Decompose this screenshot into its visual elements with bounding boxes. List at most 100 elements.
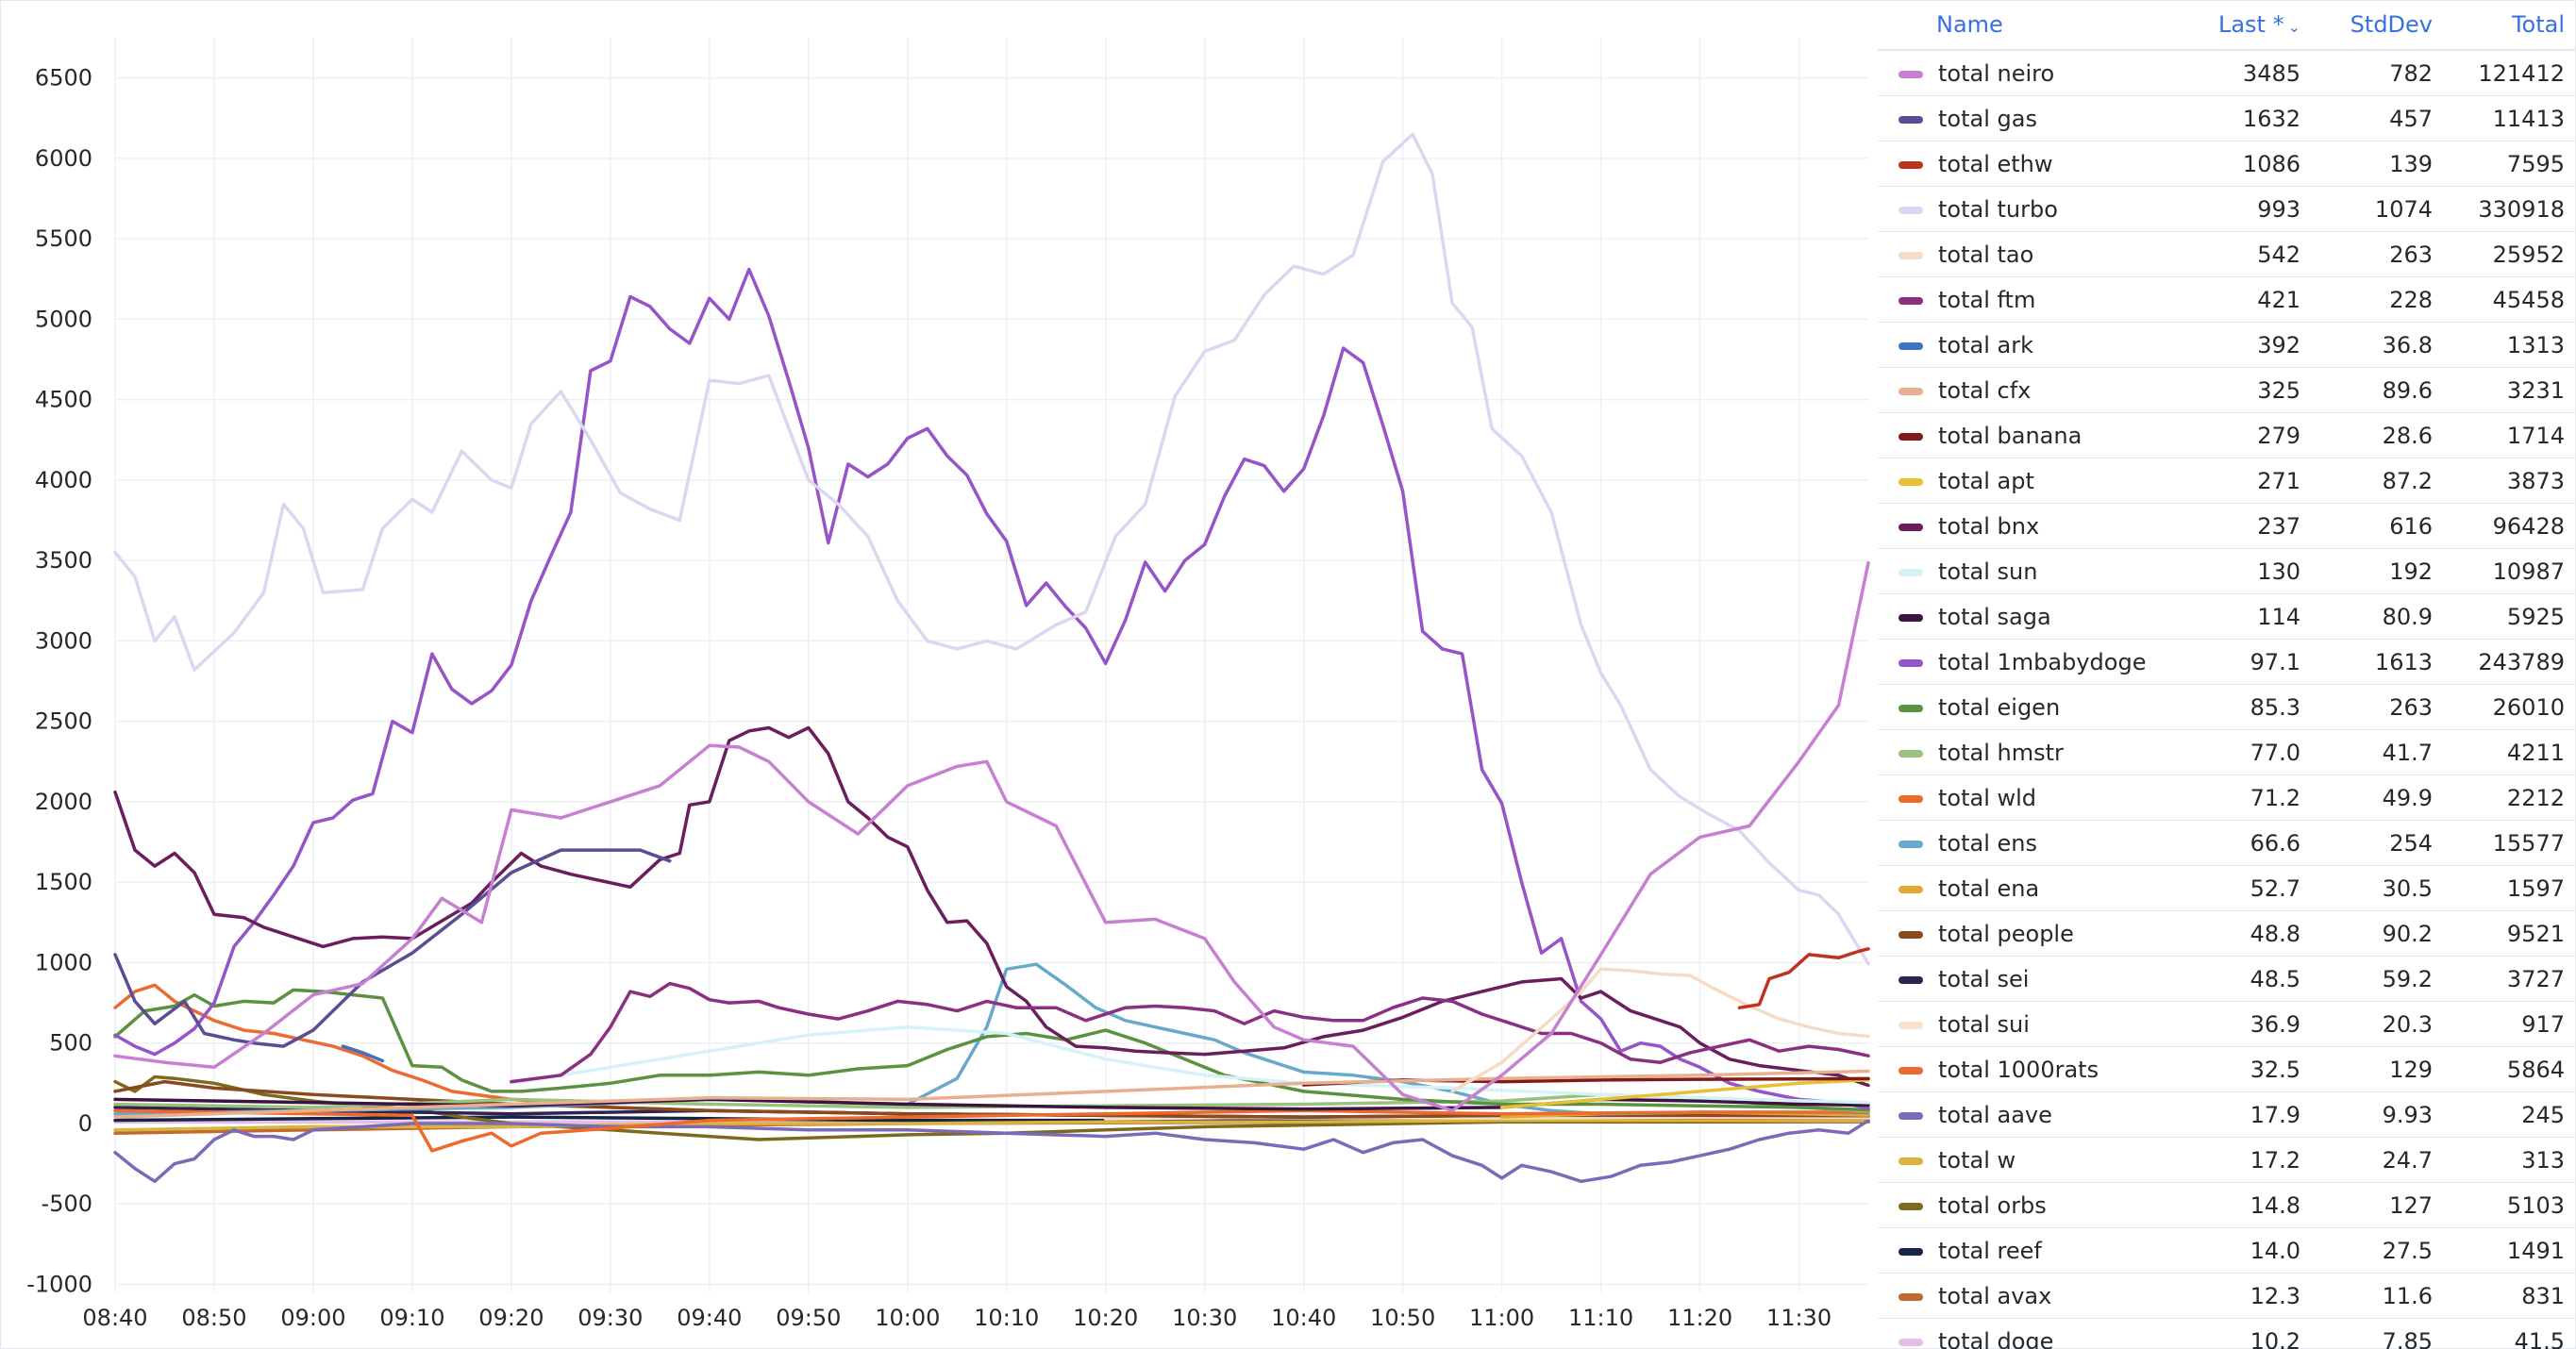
legend-series-cell[interactable]: total orbs <box>1878 1182 2189 1228</box>
legend-row[interactable]: total orbs 14.8 127 5103 <box>1878 1182 2576 1228</box>
series-line-total-ark[interactable] <box>341 1044 385 1063</box>
legend-row[interactable]: total hmstr 77.0 41.7 4211 <box>1878 729 2576 775</box>
legend-row[interactable]: total cfx 325 89.6 3231 <box>1878 367 2576 413</box>
series-color-swatch <box>1899 1157 1923 1165</box>
legend-row[interactable]: total doge 10.2 7.85 41.5 <box>1878 1318 2576 1349</box>
series-line-total-apt[interactable] <box>1499 1078 1870 1109</box>
legend-row[interactable]: total sui 36.9 20.3 917 <box>1878 1001 2576 1047</box>
legend-series-cell[interactable]: total sui <box>1878 1001 2189 1047</box>
legend-row[interactable]: total apt 271 87.2 3873 <box>1878 458 2576 504</box>
legend-row[interactable]: total ena 52.7 30.5 1597 <box>1878 865 2576 911</box>
legend-header-last[interactable]: Last * ⌄ <box>2189 0 2312 51</box>
legend-row[interactable]: total ftm 421 228 45458 <box>1878 276 2576 323</box>
legend-series-cell[interactable]: total ftm <box>1878 276 2189 323</box>
legend-series-cell[interactable]: total hmstr <box>1878 729 2189 775</box>
legend-row[interactable]: total avax 12.3 11.6 831 <box>1878 1273 2576 1319</box>
series-line-total-people[interactable] <box>113 1079 1870 1119</box>
series-line-total-turbo[interactable] <box>113 132 1870 966</box>
series-line-total-wld[interactable] <box>113 1108 1870 1153</box>
series-last: 36.9 <box>2189 1001 2312 1047</box>
legend-series-cell[interactable]: total tao <box>1878 231 2189 277</box>
series-color-swatch <box>1899 658 1923 667</box>
series-last: 85.3 <box>2189 684 2312 730</box>
series-total: 917 <box>2444 1001 2576 1047</box>
chevron-down-icon: ⌄ <box>2287 18 2300 36</box>
legend-series-cell[interactable]: total ens <box>1878 820 2189 866</box>
x-tick-label: 10:10 <box>974 1305 1039 1331</box>
legend-row[interactable]: total wld 71.2 49.9 2212 <box>1878 774 2576 821</box>
series-line-total-ens[interactable] <box>113 962 1870 1116</box>
legend-series-cell[interactable]: total w <box>1878 1137 2189 1183</box>
series-line-total-ethw[interactable] <box>1737 947 1870 1009</box>
line-chart[interactable]: -1000 -500 0 500 1000 1500 2000 2500 3000 3500 400… <box>0 0 1878 1349</box>
series-total: 831 <box>2444 1273 2576 1319</box>
series-line-total-gas[interactable] <box>113 848 672 1048</box>
legend-row[interactable]: total reef 14.0 27.5 1491 <box>1878 1227 2576 1274</box>
series-line-total-ftm[interactable] <box>510 981 1870 1084</box>
legend-series-cell[interactable]: total sun <box>1878 548 2189 594</box>
legend-row[interactable]: total aave 17.9 9.93 245 <box>1878 1091 2576 1138</box>
legend-row[interactable]: total bnx 237 616 96428 <box>1878 503 2576 549</box>
series-line-total-bnx[interactable] <box>113 725 1870 1088</box>
series-total: 1313 <box>2444 322 2576 368</box>
legend-row[interactable]: total neiro 3485 782 121412 <box>1878 50 2576 96</box>
legend-series-cell[interactable]: total aave <box>1878 1091 2189 1138</box>
legend-series-cell[interactable]: total bnx <box>1878 503 2189 549</box>
series-stddev: 28.6 <box>2312 412 2444 458</box>
legend-row[interactable]: total banana 279 28.6 1714 <box>1878 412 2576 458</box>
legend-row[interactable]: total 1000rats 32.5 129 5864 <box>1878 1046 2576 1092</box>
legend-series-cell[interactable]: total ena <box>1878 865 2189 911</box>
legend-series-cell[interactable]: total neiro <box>1878 50 2189 96</box>
legend-series-cell[interactable]: total avax <box>1878 1273 2189 1319</box>
legend-header-name[interactable]: Name <box>1878 0 2189 51</box>
series-line-total-eigen[interactable] <box>113 988 1870 1112</box>
legend-row[interactable]: total saga 114 80.9 5925 <box>1878 593 2576 640</box>
legend-series-cell[interactable]: total apt <box>1878 458 2189 504</box>
legend-row[interactable]: total turbo 993 1074 330918 <box>1878 186 2576 232</box>
legend-row[interactable]: total sei 48.5 59.2 3727 <box>1878 956 2576 1002</box>
series-last: 279 <box>2189 412 2312 458</box>
series-last: 325 <box>2189 367 2312 413</box>
series-last: 3485 <box>2189 50 2312 96</box>
legend-series-cell[interactable]: total eigen <box>1878 684 2189 730</box>
series-line-total-cfx[interactable] <box>113 1069 1870 1119</box>
series-stddev: 90.2 <box>2312 910 2444 957</box>
legend-row[interactable]: total eigen 85.3 263 26010 <box>1878 684 2576 730</box>
legend-series-cell[interactable]: total gas <box>1878 95 2189 142</box>
legend-series-cell[interactable]: total reef <box>1878 1227 2189 1274</box>
legend-row[interactable]: total tao 542 263 25952 <box>1878 231 2576 277</box>
legend-row[interactable]: total sun 130 192 10987 <box>1878 548 2576 594</box>
series-color-swatch <box>1899 387 1923 395</box>
legend-row[interactable]: total people 48.8 90.2 9521 <box>1878 910 2576 957</box>
legend-row[interactable]: total ethw 1086 139 7595 <box>1878 141 2576 187</box>
legend-header-total[interactable]: Total <box>2444 0 2576 51</box>
legend-row[interactable]: total 1mbabydoge 97.1 1613 243789 <box>1878 639 2576 685</box>
legend-series-cell[interactable]: total doge <box>1878 1318 2189 1349</box>
legend-row[interactable]: total ens 66.6 254 15577 <box>1878 820 2576 866</box>
series-line-total-aave[interactable] <box>113 1119 1870 1184</box>
legend-series-cell[interactable]: total 1000rats <box>1878 1046 2189 1092</box>
legend-series-cell[interactable]: total wld <box>1878 774 2189 821</box>
series-name: total tao <box>1938 241 2034 268</box>
legend-series-cell[interactable]: total turbo <box>1878 186 2189 232</box>
series-last: 32.5 <box>2189 1046 2312 1092</box>
legend-series-cell[interactable]: total sei <box>1878 956 2189 1002</box>
legend-row[interactable]: total gas 1632 457 11413 <box>1878 95 2576 142</box>
series-line-total-sun[interactable] <box>510 1024 1870 1105</box>
series-line-total-1mbabydoge[interactable] <box>113 267 1870 1110</box>
series-stddev: 127 <box>2312 1182 2444 1228</box>
x-tick-label: 10:20 <box>1073 1305 1138 1331</box>
legend-series-cell[interactable]: total banana <box>1878 412 2189 458</box>
legend-header-stddev[interactable]: StdDev <box>2312 0 2444 51</box>
series-line-total-tao[interactable] <box>1450 967 1870 1093</box>
legend-series-cell[interactable]: total ark <box>1878 322 2189 368</box>
series-line-total-neiro[interactable] <box>113 560 1870 1113</box>
legend-series-cell[interactable]: total cfx <box>1878 367 2189 413</box>
legend-series-cell[interactable]: total people <box>1878 910 2189 957</box>
legend-row[interactable]: total w 17.2 24.7 313 <box>1878 1137 2576 1183</box>
legend-row[interactable]: total ark 392 36.8 1313 <box>1878 322 2576 368</box>
legend-series-cell[interactable]: total saga <box>1878 593 2189 640</box>
series-line-total-w[interactable] <box>113 1118 1870 1132</box>
legend-series-cell[interactable]: total 1mbabydoge <box>1878 639 2189 685</box>
legend-series-cell[interactable]: total ethw <box>1878 141 2189 187</box>
